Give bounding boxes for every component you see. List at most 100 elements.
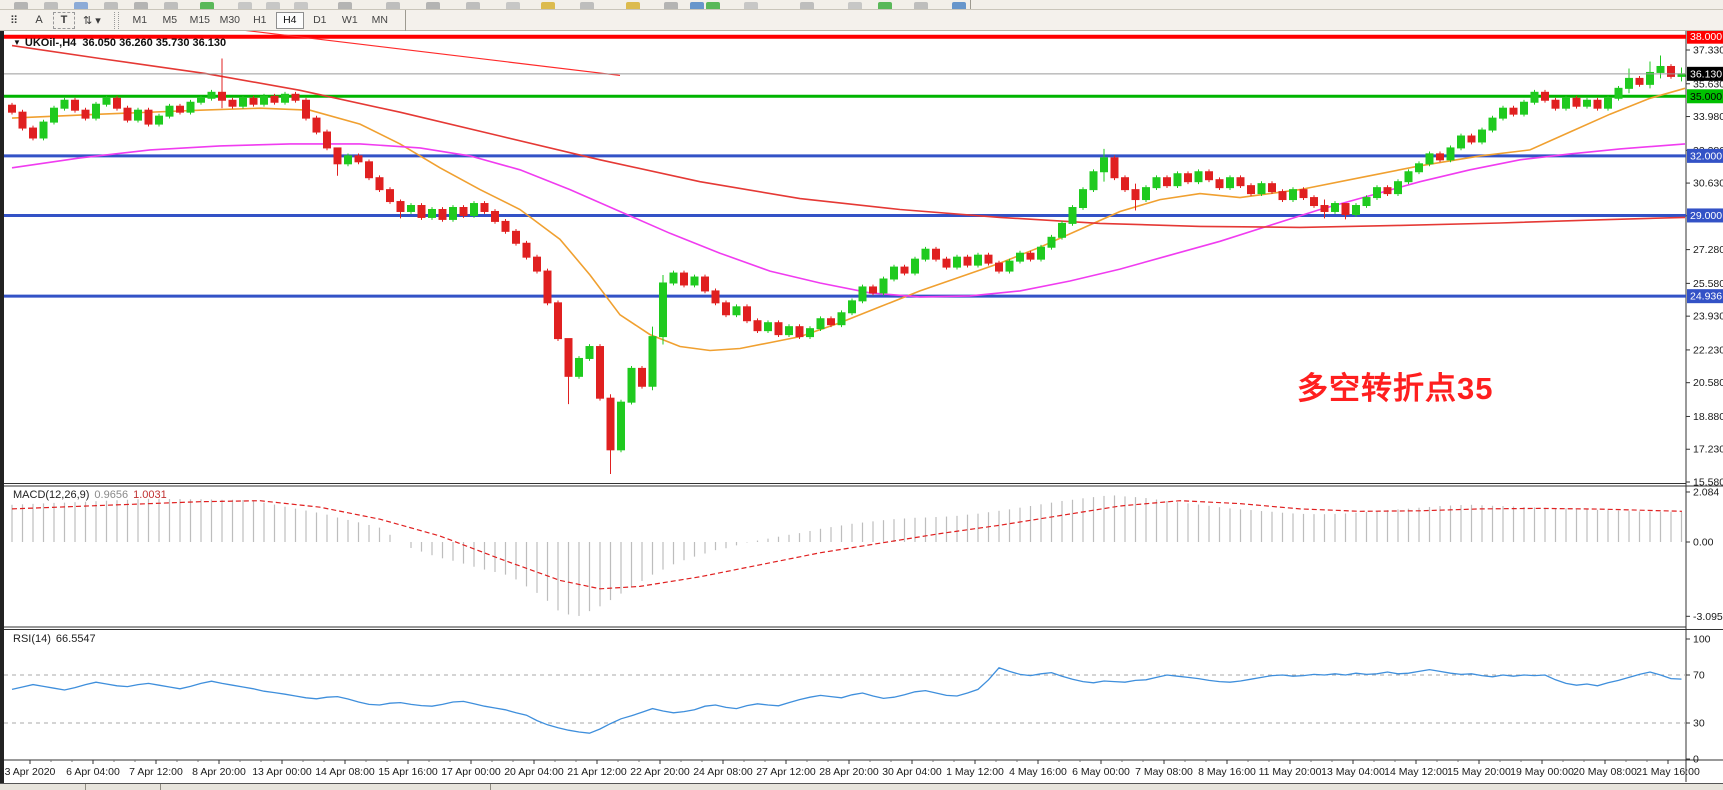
cursor-tool-button[interactable]: ⇅ ▾ xyxy=(83,14,101,27)
toolbar-icon-fragment[interactable] xyxy=(744,2,758,9)
chart-tab-strip[interactable] xyxy=(0,783,1723,790)
toolbar-icon-fragment[interactable] xyxy=(878,2,892,9)
toolbar-icon-fragment[interactable] xyxy=(580,2,594,9)
macd-name: MACD(12,26,9) xyxy=(13,489,90,501)
toolbar-icon-fragment[interactable] xyxy=(104,2,118,9)
svg-text:13 Apr 00:00: 13 Apr 00:00 xyxy=(252,766,312,778)
toolbar-icon-fragment[interactable] xyxy=(266,2,280,9)
svg-text:4 May 16:00: 4 May 16:00 xyxy=(1009,766,1067,778)
toolbar-icon-fragment[interactable] xyxy=(952,2,966,9)
candle xyxy=(1058,222,1066,238)
toolbar-icon-fragment[interactable] xyxy=(664,2,678,9)
candle xyxy=(911,258,919,274)
toolbar-icon-fragment[interactable] xyxy=(74,2,88,9)
candle xyxy=(1425,153,1434,165)
candle xyxy=(732,306,741,316)
toolbar-icon-fragment[interactable] xyxy=(706,2,720,9)
timeframe-button-m30[interactable]: M30 xyxy=(219,14,241,26)
timeframe-button-m1[interactable]: M1 xyxy=(132,14,148,26)
toolbar-icon-fragment[interactable] xyxy=(466,2,480,9)
timeframe-button-h4[interactable]: H4 xyxy=(275,11,304,29)
chart-tab-divider xyxy=(85,784,86,790)
toolbar-icon-fragment[interactable] xyxy=(426,2,440,9)
candle xyxy=(459,207,468,216)
chart-title: ▼ UKOil-,H4 36.050 36.260 35.730 36.130 xyxy=(13,37,226,49)
template-tool-button[interactable]: ⠿ xyxy=(9,14,19,27)
toolbar-icon-fragment[interactable] xyxy=(800,2,814,9)
time-axis-labels: 3 Apr 2020 6 Apr 04:00 7 Apr 12:00 8 Apr 20… xyxy=(5,760,1700,778)
price-axis[interactable] xyxy=(1687,30,1723,760)
timeframe-button-h1[interactable]: H1 xyxy=(253,14,267,26)
candle xyxy=(1142,187,1150,201)
svg-text:14 May 12:00: 14 May 12:00 xyxy=(1384,766,1448,778)
svg-text:20 May 08:00: 20 May 08:00 xyxy=(1573,766,1637,778)
toolbar-icon-fragment[interactable] xyxy=(506,2,520,9)
candle xyxy=(291,93,300,101)
timeframe-button-mn[interactable]: MN xyxy=(371,14,388,26)
candle xyxy=(1446,147,1455,161)
toolbar-separator xyxy=(113,11,119,29)
candle xyxy=(585,346,594,359)
toolbar-icon-fragment[interactable] xyxy=(690,2,704,9)
candle xyxy=(1373,187,1381,199)
candle xyxy=(837,312,846,326)
candle xyxy=(942,258,951,268)
candle xyxy=(806,328,814,338)
toolbar-end-divider xyxy=(404,9,406,31)
candle xyxy=(323,131,331,149)
timeframe-button-m15[interactable]: M15 xyxy=(189,14,211,26)
candle xyxy=(743,306,751,322)
svg-text:24 Apr 08:00: 24 Apr 08:00 xyxy=(693,766,753,778)
chart-dropdown-icon[interactable]: ▼ xyxy=(13,38,21,47)
candle xyxy=(764,322,772,332)
svg-text:17.230: 17.230 xyxy=(1693,444,1723,456)
text-tool-button[interactable]: T xyxy=(53,11,75,29)
svg-text:8 May 16:00: 8 May 16:00 xyxy=(1198,766,1256,778)
toolbar-icon-fragment[interactable] xyxy=(386,2,400,9)
chart-text-annotation: 多空转折点35 xyxy=(1297,371,1494,406)
rsi-indicator-label: RSI(14) 66.5547 xyxy=(13,633,96,645)
toolbar-icon-fragment[interactable] xyxy=(200,2,214,9)
candle xyxy=(102,97,111,105)
candle xyxy=(239,97,247,107)
toolbar-icon-fragment[interactable] xyxy=(338,2,352,9)
toolbar-icon-fragment[interactable] xyxy=(294,2,308,9)
time-axis[interactable] xyxy=(0,760,1687,783)
toolbar-icon-fragment[interactable] xyxy=(14,2,28,9)
candle xyxy=(71,99,79,111)
toolbar-icon-fragment[interactable] xyxy=(134,2,148,9)
toolbar-icon-fragment[interactable] xyxy=(44,2,58,9)
text-label-tool-button[interactable]: A xyxy=(35,14,43,26)
candle xyxy=(407,205,415,212)
candle xyxy=(1499,107,1507,119)
toolbar-icon-fragment[interactable] xyxy=(626,2,640,9)
candle xyxy=(1289,189,1297,201)
candle xyxy=(249,97,258,105)
candle xyxy=(260,95,268,105)
candle xyxy=(953,256,961,268)
candle xyxy=(1079,189,1087,209)
candle xyxy=(312,117,321,133)
svg-text:29.000: 29.000 xyxy=(1690,210,1722,222)
macd-histogram xyxy=(11,495,1683,616)
candle xyxy=(753,320,762,332)
candle xyxy=(438,208,447,220)
timeframe-button-d1[interactable]: D1 xyxy=(313,14,327,26)
macd-signal-line xyxy=(11,500,1683,590)
toolbar-icon-fragment[interactable] xyxy=(541,2,555,9)
timeframe-button-m5[interactable]: M5 xyxy=(162,14,178,26)
toolbar-icon-fragment[interactable] xyxy=(238,2,252,9)
macd-axis-labels: 2.084 0.00 -3.0957 xyxy=(1686,486,1723,623)
candle xyxy=(1047,236,1056,248)
toolbar-icon-fragment[interactable] xyxy=(164,2,178,9)
svg-text:15 Apr 16:00: 15 Apr 16:00 xyxy=(378,766,438,778)
toolbar-icon-fragment[interactable] xyxy=(848,2,862,9)
toolbar-icon-fragment[interactable] xyxy=(914,2,928,9)
timeframe-button-w1[interactable]: W1 xyxy=(341,14,358,26)
candle xyxy=(1131,189,1140,201)
svg-text:37.330: 37.330 xyxy=(1693,45,1723,57)
candle xyxy=(974,254,982,266)
svg-text:6 Apr 04:00: 6 Apr 04:00 xyxy=(66,766,120,778)
